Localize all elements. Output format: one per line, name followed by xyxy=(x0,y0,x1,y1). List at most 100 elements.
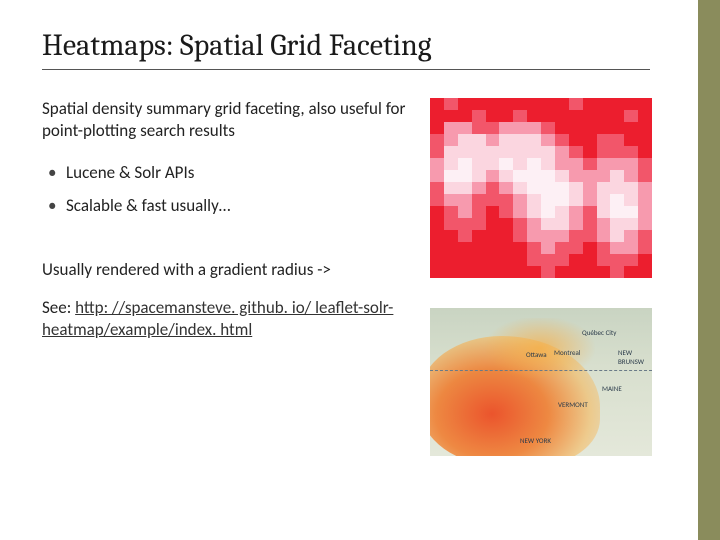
heatmap-cell xyxy=(597,194,611,206)
heatmap-cell xyxy=(624,158,638,170)
heatmap-cell xyxy=(513,230,527,242)
heatmap-cell xyxy=(610,146,624,158)
heatmap-cell xyxy=(527,182,541,194)
heatmap-cell xyxy=(472,230,486,242)
heatmap-cell xyxy=(624,218,638,230)
heatmap-cell xyxy=(472,254,486,266)
heatmap-cell xyxy=(583,230,597,242)
heatmap-cell xyxy=(541,254,555,266)
heatmap-cell xyxy=(555,182,569,194)
heatmap-cell xyxy=(555,98,569,110)
map-label: Montreal xyxy=(554,348,580,357)
heatmap-cell xyxy=(583,242,597,254)
see-prefix: See: xyxy=(42,297,75,318)
heatmap-cell xyxy=(472,158,486,170)
heatmap-cell xyxy=(513,206,527,218)
heatmap-cell xyxy=(555,194,569,206)
heatmap-cell xyxy=(458,218,472,230)
heatmap-cell xyxy=(597,134,611,146)
heatmap-cell xyxy=(499,110,513,122)
heatmap-cell xyxy=(513,146,527,158)
map-border-line xyxy=(430,370,652,371)
heatmap-cell xyxy=(555,242,569,254)
heatmap-cell xyxy=(458,170,472,182)
heatmap-cell xyxy=(472,134,486,146)
heatmap-cell xyxy=(513,122,527,134)
heatmap-cell xyxy=(444,134,458,146)
map-label: Québec City xyxy=(582,328,616,337)
heatmap-cell xyxy=(569,218,583,230)
heatmap-cell xyxy=(624,170,638,182)
heatmap-cell xyxy=(541,206,555,218)
side-accent-band xyxy=(698,0,720,540)
heatmap-cell xyxy=(569,98,583,110)
heatmap-cell xyxy=(499,254,513,266)
see-line: See: http: //spacemansteve. github. io/ … xyxy=(42,297,412,341)
heatmap-cell xyxy=(569,206,583,218)
heatmap-cell xyxy=(541,158,555,170)
heatmap-cell xyxy=(430,146,444,158)
heatmap-cell xyxy=(499,218,513,230)
heatmap-cell xyxy=(458,266,472,278)
heatmap-cell xyxy=(458,242,472,254)
heatmap-cell xyxy=(638,182,652,194)
title-rule xyxy=(42,69,650,70)
heatmap-cell xyxy=(555,254,569,266)
heatmap-cell xyxy=(555,110,569,122)
heatmap-cell xyxy=(458,254,472,266)
heatmap-cell xyxy=(499,146,513,158)
heatmap-cell xyxy=(527,242,541,254)
heatmap-cell xyxy=(638,158,652,170)
heatmap-cell xyxy=(569,146,583,158)
map-label: NEW BRUNSW xyxy=(618,348,644,366)
heatmap-cell xyxy=(624,194,638,206)
heatmap-cell xyxy=(583,218,597,230)
heatmap-cell xyxy=(472,242,486,254)
heatmap-cell xyxy=(583,110,597,122)
heatmap-cell xyxy=(541,182,555,194)
heatmap-cell xyxy=(569,110,583,122)
heatmap-cell xyxy=(638,230,652,242)
heatmap-cell xyxy=(610,122,624,134)
heatmap-cell xyxy=(624,110,638,122)
heatmap-cell xyxy=(499,182,513,194)
heatmap-row xyxy=(430,254,652,266)
heatmap-cell xyxy=(444,206,458,218)
heatmap-cell xyxy=(583,194,597,206)
image-column: OttawaMontrealQuébec CityVERMONTMAINENEW… xyxy=(430,98,652,456)
heatmap-row xyxy=(430,218,652,230)
heatmap-cell xyxy=(499,134,513,146)
heatmap-cell xyxy=(458,122,472,134)
example-link[interactable]: http: //spacemansteve. github. io/ leafl… xyxy=(42,297,393,340)
heatmap-cell xyxy=(527,266,541,278)
heatmap-cell xyxy=(444,158,458,170)
heatmap-cell xyxy=(569,254,583,266)
heatmap-cell xyxy=(597,158,611,170)
heatmap-cell xyxy=(430,122,444,134)
heatmap-row xyxy=(430,266,652,278)
heatmap-cell xyxy=(583,182,597,194)
heatmap-cell xyxy=(541,230,555,242)
heatmap-cell xyxy=(638,98,652,110)
heatmap-cell xyxy=(499,170,513,182)
heatmap-cell xyxy=(610,170,624,182)
heatmap-row xyxy=(430,158,652,170)
heatmap-cell xyxy=(513,98,527,110)
heatmap-cell xyxy=(444,170,458,182)
heatmap-cell xyxy=(610,110,624,122)
heatmap-cell xyxy=(555,134,569,146)
heatmap-cell xyxy=(610,98,624,110)
heatmap-row xyxy=(430,230,652,242)
heatmap-cell xyxy=(513,158,527,170)
heatmap-cell xyxy=(583,266,597,278)
heatmap-cell xyxy=(458,146,472,158)
heatmap-cell xyxy=(444,122,458,134)
heatmap-cell xyxy=(597,254,611,266)
text-column: Spatial density summary grid faceting, a… xyxy=(42,98,412,456)
heatmap-cell xyxy=(499,98,513,110)
heatmap-cell xyxy=(527,218,541,230)
bullet-list: Lucene & Solr APIs Scalable & fast usual… xyxy=(42,156,412,224)
heatmap-cell xyxy=(597,110,611,122)
heatmap-cell xyxy=(597,206,611,218)
intro-text: Spatial density summary grid faceting, a… xyxy=(42,98,412,142)
